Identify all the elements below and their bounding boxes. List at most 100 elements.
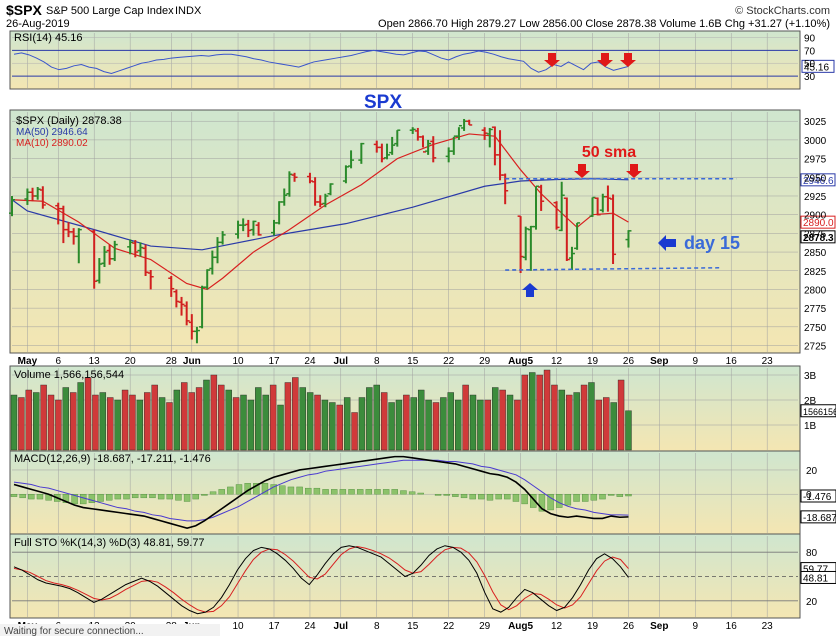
volume-bar xyxy=(440,397,447,451)
macd-hist-bar xyxy=(166,494,173,500)
volume-bars: 1566156 xyxy=(10,369,836,451)
macd-hist-bar xyxy=(443,494,450,496)
status-bar xyxy=(0,624,220,636)
volume-bar xyxy=(247,399,255,451)
volume-bar xyxy=(306,392,314,451)
price-y-tick: 3025 xyxy=(804,117,827,128)
volume-y-tick: 1B xyxy=(804,421,817,432)
volume-bar xyxy=(321,399,329,451)
volume-bar xyxy=(114,399,121,451)
day-count-annotation: day 15 xyxy=(684,233,740,253)
x-tick-label: Jul xyxy=(334,356,349,367)
x-tick-label-bottom: 12 xyxy=(551,621,563,632)
macd-hist-bar xyxy=(417,492,424,495)
macd-last-box xyxy=(800,510,836,524)
macd-hist-bar xyxy=(339,489,347,495)
price-panel xyxy=(9,109,801,354)
rsi-red-arrow xyxy=(620,53,636,67)
price-y-tick: 3000 xyxy=(804,136,827,147)
sto-title: Full STO %K(14,3) %D(3) 48.81, 59.77 xyxy=(14,537,205,549)
volume-bar xyxy=(358,397,366,451)
volume-bar xyxy=(173,389,181,451)
sma-annotation: 50 sma xyxy=(582,144,636,161)
price-y-tick: 2850 xyxy=(804,248,827,259)
x-tick-label-bottom: 9 xyxy=(692,621,698,632)
x-tick-label: 17 xyxy=(268,356,280,367)
chart-header: $SPX S&P 500 Large Cap Index INDX © Stoc… xyxy=(6,2,830,30)
volume-bar xyxy=(395,399,403,451)
macd-hist-bar xyxy=(564,494,572,506)
volume-last-box xyxy=(800,404,836,418)
x-tick-label: 26 xyxy=(623,356,635,367)
status-text: Waiting for secure connection... xyxy=(4,626,144,636)
rsi-line xyxy=(13,49,629,75)
volume-bar xyxy=(432,402,440,451)
macd-hist-bar xyxy=(521,494,528,505)
volume-bar xyxy=(388,402,395,451)
price-last-box xyxy=(800,230,836,244)
sto-y-tick: 20 xyxy=(806,597,818,608)
x-tick-label: Sep xyxy=(650,356,668,367)
x-tick-label-bottom: 10 xyxy=(232,621,244,632)
macd-series: -1.476 -18.687 xyxy=(10,455,836,529)
volume-bar xyxy=(262,394,269,451)
x-tick-label: 16 xyxy=(726,356,738,367)
macd-last-label: -18.687 xyxy=(803,513,836,524)
macd-hist-bar xyxy=(356,489,364,495)
rsi-y-tick: 30 xyxy=(804,72,816,83)
macd-hist-bar xyxy=(382,489,390,495)
macd-hist-bar xyxy=(157,494,165,500)
macd-hist-bar xyxy=(607,494,615,496)
price-y-tick: 2750 xyxy=(804,323,827,334)
macd-hist-bar xyxy=(36,494,44,500)
volume-bar xyxy=(299,387,306,451)
macd-hist-bar xyxy=(287,486,295,495)
price-last-label: 2878.3 xyxy=(803,233,834,244)
volume-bar xyxy=(284,382,292,451)
volume-bar xyxy=(580,384,588,451)
macd-hist-bar xyxy=(19,494,26,499)
x-tick-label: 23 xyxy=(762,356,774,367)
macd-hist-bar xyxy=(486,494,494,501)
macd-hist-bar xyxy=(71,494,78,505)
macd-hist-bar xyxy=(305,487,312,495)
macd-y-tick: 0 xyxy=(806,490,812,501)
volume-bar xyxy=(70,392,77,451)
ohlc-readout: Open 2866.70 High 2879.27 Low 2856.00 Cl… xyxy=(378,18,830,30)
volume-last-label: 1566156 xyxy=(803,407,836,417)
x-tick-label: 12 xyxy=(551,356,563,367)
symbol: $SPX xyxy=(6,2,42,18)
x-tick-label: 10 xyxy=(232,356,244,367)
volume-bar xyxy=(292,377,299,451)
volume-bar xyxy=(425,399,432,451)
macd-hist-bar xyxy=(62,494,70,503)
x-tick-label-bottom: 22 xyxy=(443,621,455,632)
volume-bar xyxy=(366,387,373,451)
x-tick-label: 28 xyxy=(166,356,178,367)
macd-hist-bar xyxy=(469,494,476,500)
x-tick-label-bottom: 23 xyxy=(762,621,774,632)
volume-bar xyxy=(343,397,351,451)
volume-bar xyxy=(92,394,99,451)
volume-bar xyxy=(477,399,484,451)
volume-bar xyxy=(25,389,33,451)
x-tick-label: 9 xyxy=(692,356,698,367)
index-name: S&P 500 Large Cap Index xyxy=(46,5,174,17)
volume-bar xyxy=(18,397,25,451)
macd-hist-bar xyxy=(175,494,182,501)
volume-bar xyxy=(551,384,558,451)
up-blue-arrow xyxy=(522,283,538,297)
volume-bar xyxy=(492,387,499,451)
macd-hist-bar xyxy=(530,494,537,508)
macd-hist-bar xyxy=(348,489,355,495)
price-legend-ma10: MA(10) 2890.02 xyxy=(16,138,88,149)
volume-bar xyxy=(77,382,84,451)
x-tick-label-bottom: Sep xyxy=(650,621,668,632)
volume-bar xyxy=(218,384,225,451)
volume-y-tick: 3B xyxy=(804,371,817,382)
volume-bar xyxy=(121,389,129,451)
volume-y-tick: 2B xyxy=(804,396,817,407)
volume-bar xyxy=(99,392,107,451)
x-tick-label: Aug5 xyxy=(508,356,533,367)
